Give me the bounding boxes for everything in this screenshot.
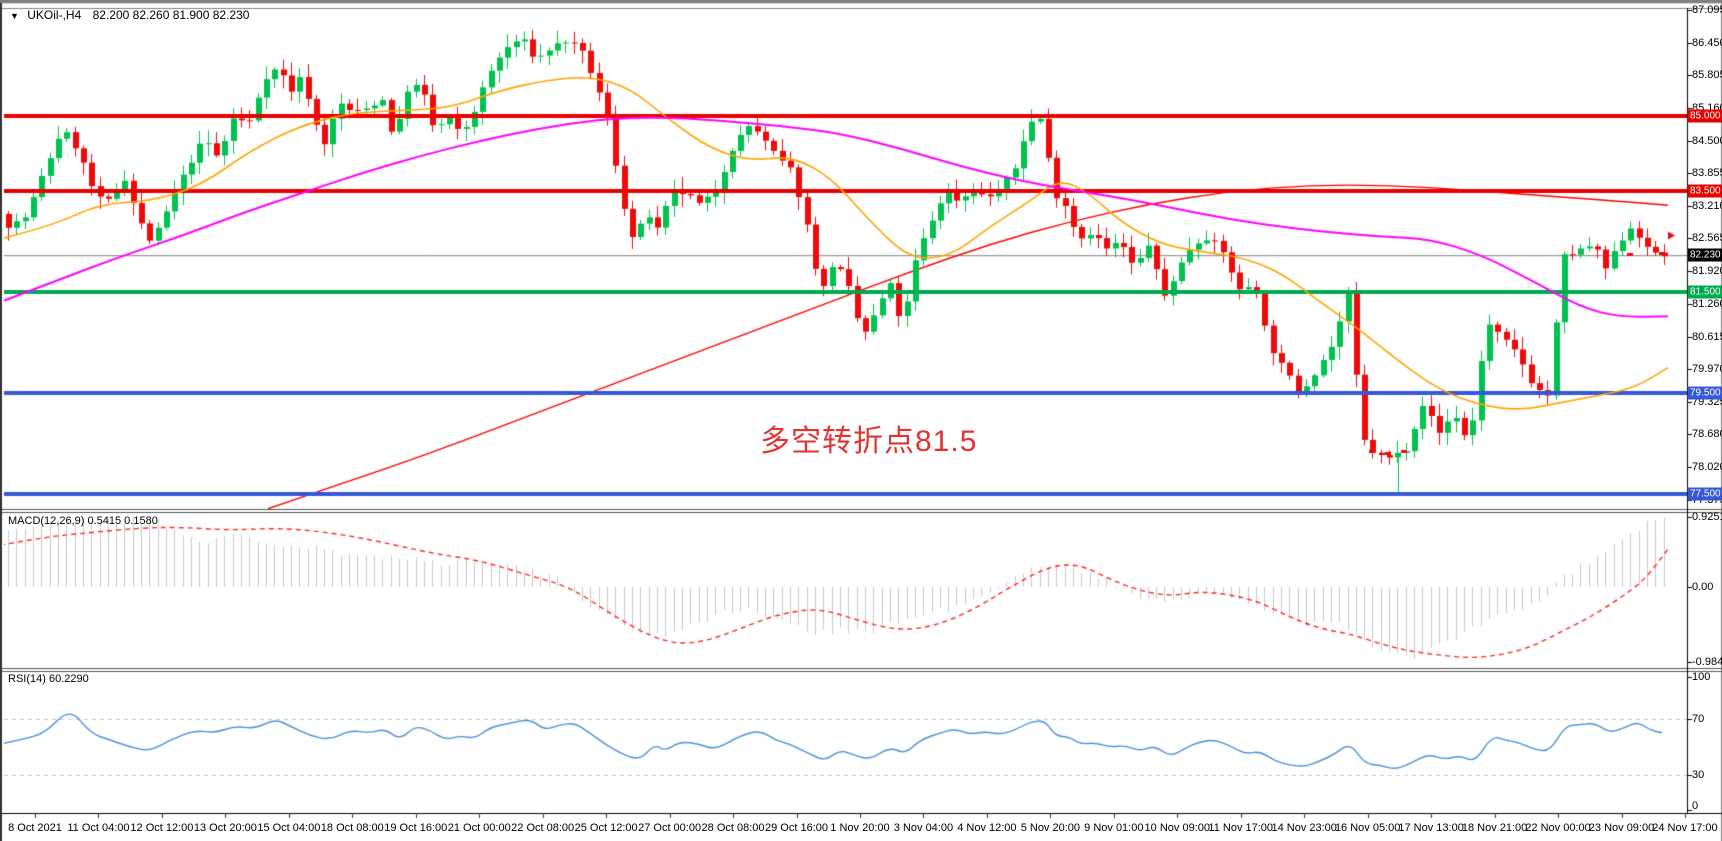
time-axis-label: 8 Oct 2021 bbox=[8, 822, 62, 834]
ohlc-values: 82.200 82.260 81.900 82.230 bbox=[92, 8, 250, 22]
time-axis-label: 3 Nov 04:00 bbox=[893, 822, 954, 834]
macd-axis-tick: -0.9849 bbox=[1692, 655, 1722, 668]
price-axis-tick: 83.855 bbox=[1692, 167, 1722, 180]
time-axis-label: 15 Oct 04:00 bbox=[257, 822, 321, 834]
rsi-axis-tick: 100 bbox=[1692, 671, 1711, 683]
price-axis-tick: 78.020 bbox=[1692, 461, 1722, 474]
price-axis-tick: 83.210 bbox=[1692, 199, 1722, 212]
time-axis-label: 13 Oct 20:00 bbox=[193, 822, 257, 834]
symbol-timeframe-label: UKOil-,H4 bbox=[27, 8, 82, 22]
price-axis-tick: 84.500 bbox=[1692, 134, 1722, 147]
chart-annotation-text: 多空转折点81.5 bbox=[760, 425, 978, 458]
time-axis-label: 11 Nov 17:00 bbox=[1208, 822, 1274, 834]
time-axis-label: 16 Nov 05:00 bbox=[1334, 822, 1401, 834]
price-level-badge: 81.500 bbox=[1688, 285, 1722, 299]
current-price-badge: 82.230 bbox=[1688, 248, 1722, 262]
macd-axis-tick: 0.9251 bbox=[1692, 511, 1722, 523]
price-axis-tick: 81.260 bbox=[1692, 298, 1722, 311]
rsi-axis-tick: 70 bbox=[1692, 713, 1705, 725]
time-axis-label: 4 Nov 12:00 bbox=[957, 822, 1017, 834]
time-axis-label: 25 Oct 12:00 bbox=[574, 822, 638, 834]
time-axis-label: 10 Nov 09:00 bbox=[1144, 822, 1210, 834]
rsi-axis-tick: 30 bbox=[1692, 769, 1705, 781]
time-axis-label: 24 Nov 17:00 bbox=[1652, 822, 1718, 834]
price-axis-tick: 78.680 bbox=[1692, 428, 1722, 441]
price-level-badge: 83.500 bbox=[1688, 184, 1722, 198]
time-axis-label: 5 Nov 20:00 bbox=[1020, 822, 1081, 834]
time-axis-label: 27 Oct 00:00 bbox=[638, 822, 702, 834]
time-axis-label: 22 Oct 08:00 bbox=[511, 822, 575, 834]
time-axis-label: 9 Nov 01:00 bbox=[1084, 822, 1144, 834]
time-axis-label: 18 Oct 08:00 bbox=[320, 822, 384, 834]
time-axis-label: 21 Oct 00:00 bbox=[447, 822, 511, 834]
price-level-badge: 77.500 bbox=[1688, 487, 1722, 501]
time-axis-label: 11 Oct 04:00 bbox=[67, 822, 130, 834]
chevron-down-icon[interactable]: ▼ bbox=[10, 11, 19, 21]
price-axis-tick: 86.450 bbox=[1692, 36, 1722, 49]
time-axis-label: 14 Nov 23:00 bbox=[1271, 822, 1337, 834]
price-axis-tick: 82.565 bbox=[1692, 232, 1722, 245]
price-level-badge: 79.500 bbox=[1688, 386, 1722, 400]
time-axis-label: 23 Nov 09:00 bbox=[1588, 822, 1655, 834]
price-axis-tick: 81.920 bbox=[1692, 264, 1722, 277]
time-axis-label: 12 Oct 12:00 bbox=[130, 822, 194, 834]
rsi-indicator-label: RSI(14) 60.2290 bbox=[8, 673, 89, 685]
price-level-badge: 85.000 bbox=[1688, 109, 1722, 123]
time-axis-label: 22 Nov 00:00 bbox=[1525, 822, 1591, 834]
price-axis-tick: 79.970 bbox=[1692, 363, 1722, 376]
time-axis-label: 1 Nov 20:00 bbox=[830, 822, 890, 834]
price-axis-tick: 85.805 bbox=[1692, 69, 1722, 82]
price-axis-tick: 80.615 bbox=[1692, 330, 1722, 343]
price-axis-tick: 87.095 bbox=[1692, 4, 1722, 16]
rsi-axis-tick: 0 bbox=[1692, 800, 1699, 812]
symbol-header: ▼ UKOil-,H4 82.200 82.260 81.900 82.230 bbox=[10, 8, 249, 22]
time-axis-label: 29 Oct 16:00 bbox=[765, 822, 829, 834]
time-axis-label: 18 Nov 21:00 bbox=[1461, 822, 1528, 834]
time-axis-label: 28 Oct 08:00 bbox=[701, 822, 765, 834]
time-axis-label: 19 Oct 16:00 bbox=[384, 822, 448, 834]
time-axis-label: 17 Nov 13:00 bbox=[1398, 822, 1464, 834]
macd-axis-tick: 0.00 bbox=[1692, 581, 1714, 593]
macd-indicator-label: MACD(12,26,9) 0.5415 0.1580 bbox=[8, 515, 158, 527]
